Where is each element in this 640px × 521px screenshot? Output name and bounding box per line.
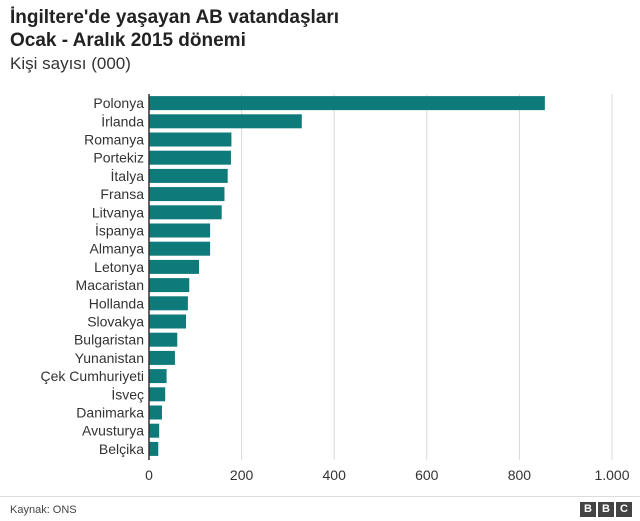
category-label-18: Avusturya: [82, 423, 144, 439]
category-label-13: Bulgaristan: [74, 332, 144, 348]
bar-3: [149, 150, 231, 165]
bar-4: [149, 168, 228, 183]
category-label-15: Çek Cumhuriyeti: [41, 368, 144, 384]
x-tick-label-5: 1.000: [594, 467, 629, 483]
bbc-logo-letter-1: B: [580, 502, 596, 517]
x-tick-label-3: 600: [415, 467, 439, 483]
category-label-16: İsveç: [111, 385, 144, 402]
bar-8: [149, 241, 211, 256]
category-label-10: Macaristan: [76, 277, 144, 293]
bbc-logo-letter-3: C: [616, 502, 632, 517]
bar-5: [149, 187, 225, 202]
category-label-8: Almanya: [90, 241, 145, 257]
category-label-7: İspanya: [95, 222, 144, 239]
bar-1: [149, 114, 302, 129]
category-label-0: Polonya: [93, 95, 144, 111]
bar-2: [149, 132, 232, 147]
bar-17: [149, 405, 162, 420]
category-label-2: Romanya: [84, 132, 144, 148]
chart-title-line-2: Ocak - Aralık 2015 dönemi: [10, 30, 246, 51]
category-label-14: Yunanistan: [75, 350, 144, 366]
category-label-4: İtalya: [111, 167, 145, 184]
bar-12: [149, 314, 187, 329]
chart-subtitle: Kişi sayısı (000): [10, 54, 131, 73]
category-label-5: Fransa: [100, 186, 144, 202]
bar-0: [149, 96, 545, 111]
x-tick-label-1: 200: [230, 467, 254, 483]
category-label-9: Letonya: [94, 259, 144, 275]
x-tick-label-4: 800: [508, 467, 532, 483]
category-label-19: Belçika: [99, 441, 144, 457]
bar-7: [149, 223, 211, 238]
bar-18: [149, 423, 160, 438]
category-label-1: İrlanda: [101, 112, 144, 129]
source-label: Kaynak: ONS: [10, 504, 77, 516]
bar-6: [149, 205, 222, 220]
chart-title-line-1: İngiltere'de yaşayan AB vatandaşları: [10, 7, 340, 28]
bar-15: [149, 369, 167, 384]
x-tick-label-2: 400: [323, 467, 347, 483]
bar-19: [149, 441, 159, 456]
category-label-3: Portekiz: [93, 150, 144, 166]
bar-16: [149, 387, 166, 402]
bar-10: [149, 278, 190, 293]
category-label-12: Slovakya: [87, 314, 144, 330]
bar-11: [149, 296, 188, 311]
category-label-11: Hollanda: [89, 295, 144, 311]
bbc-logo-letter-2: B: [598, 502, 614, 517]
category-label-6: Litvanya: [92, 204, 144, 220]
bar-13: [149, 332, 178, 347]
bbc-logo: B B C: [580, 502, 632, 517]
category-label-17: Danimarka: [76, 405, 144, 421]
bar-14: [149, 350, 175, 365]
footer-divider: [0, 496, 640, 497]
x-tick-label-0: 0: [145, 467, 153, 483]
bar-9: [149, 259, 200, 274]
